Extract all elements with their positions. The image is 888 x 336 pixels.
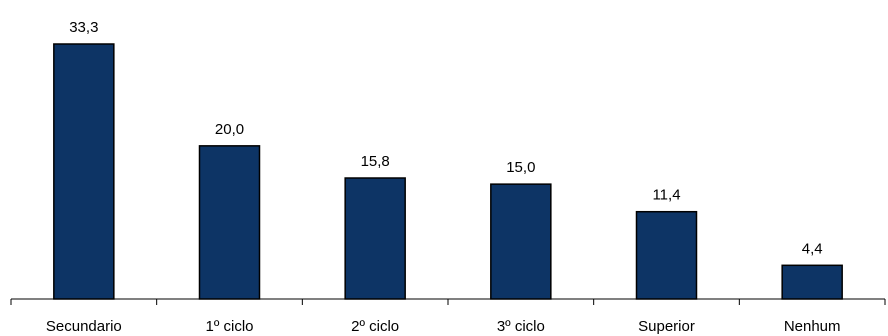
bar-value-label: 11,4 bbox=[652, 187, 680, 204]
category-label: 1º ciclo bbox=[206, 318, 254, 335]
bar-value-label: 15,8 bbox=[361, 153, 390, 170]
bar bbox=[198, 145, 261, 300]
bar bbox=[635, 210, 698, 300]
bar bbox=[490, 183, 552, 300]
bar-value-label: 15,0 bbox=[506, 159, 535, 176]
bar bbox=[781, 264, 843, 300]
bar-value-label: 4,4 bbox=[802, 240, 823, 257]
bars-group bbox=[53, 43, 843, 300]
x-axis-ticks bbox=[10, 299, 886, 305]
bar bbox=[53, 43, 115, 300]
category-label: Superior bbox=[638, 318, 695, 335]
category-labels-group: Secundario 1º ciclo 2º ciclo 3º ciclo Superi… bbox=[46, 318, 841, 335]
bar-value-label: 20,0 bbox=[215, 121, 244, 138]
category-label: Secundario bbox=[46, 318, 122, 335]
category-label: Nenhum bbox=[784, 318, 841, 335]
bar-value-label: 33,3 bbox=[69, 19, 98, 36]
category-label: 2º ciclo bbox=[351, 318, 399, 335]
category-label: 3º ciclo bbox=[497, 318, 545, 335]
value-labels-group: 33,3 20,0 15,8 15,0 11,4 4,4 bbox=[69, 19, 822, 257]
bar bbox=[344, 177, 406, 300]
